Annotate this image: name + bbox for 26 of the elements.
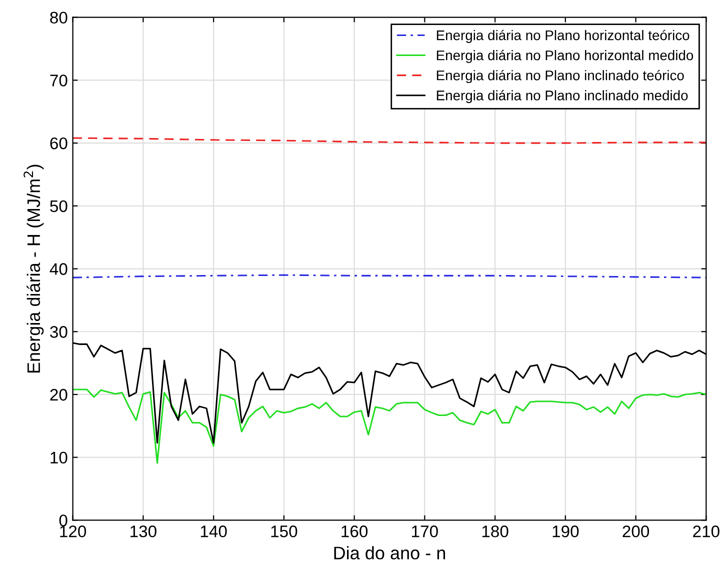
y-tick-label: 10 xyxy=(50,452,68,464)
y-tick-label: 0 xyxy=(59,514,68,526)
x-tick-label: 190 xyxy=(552,526,579,538)
x-tick-label: 130 xyxy=(130,526,156,538)
x-tick-label: 200 xyxy=(622,526,650,538)
y-tick-label: 30 xyxy=(50,326,68,338)
y-axis-title: Energia diária - H (MJ/m$^{2}$) xyxy=(24,164,44,373)
y-tick-label: 50 xyxy=(50,200,68,212)
x-tick-label: 180 xyxy=(482,526,508,538)
x-tick-label: 140 xyxy=(200,526,227,538)
y-tick-label: 40 xyxy=(50,263,68,275)
x-tick-label: 150 xyxy=(271,526,298,538)
legend-label: Energia diária no Plano inclinado medido xyxy=(436,90,688,104)
x-tick-label: 120 xyxy=(60,526,86,538)
x-tick-label: 210 xyxy=(693,526,720,538)
legend-label: Energia diária no Plano horizontal teórico xyxy=(436,30,690,43)
x-axis-title: Dia do ano - n xyxy=(334,546,446,560)
y-tick-label: 60 xyxy=(50,137,68,150)
y-tick-label: 80 xyxy=(50,12,68,24)
y-tick-label: 20 xyxy=(50,388,68,401)
legend-label: Energia diária no Plano horizontal medido xyxy=(436,50,694,64)
x-tick-label: 170 xyxy=(412,526,438,538)
legend-label: Energia diária no Plano inclinado teórico xyxy=(436,70,684,84)
x-tick-label: 160 xyxy=(342,526,368,538)
line-series xyxy=(72,388,706,464)
y-tick-label: 70 xyxy=(50,74,68,86)
